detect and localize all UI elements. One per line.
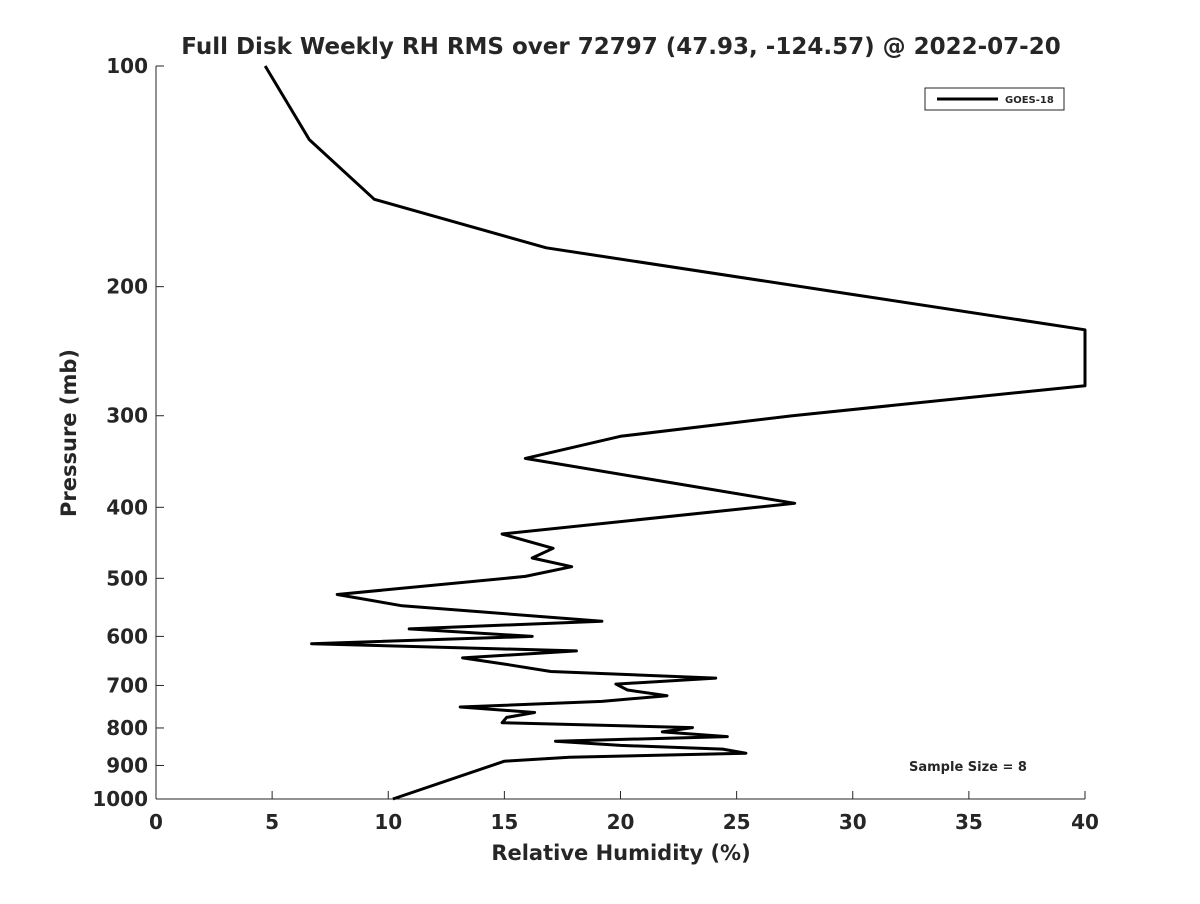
y-tick-label: 900: [106, 753, 148, 777]
y-tick-label: 800: [106, 716, 148, 740]
x-tick-label: 0: [149, 810, 163, 834]
legend-label-goes-18: GOES-18: [1005, 95, 1054, 106]
y-tick-label: 200: [106, 275, 148, 299]
x-tick-label: 10: [374, 810, 402, 834]
sample-size-annotation: Sample Size = 8: [909, 760, 1027, 775]
plot-area: 0 5 10 15 20 25 30 35 40 100 200 300 400 500 600 700 80…: [92, 54, 1099, 834]
series-layer: [263, 65, 1087, 801]
x-tick-label: 5: [265, 810, 279, 834]
x-tick-label: 40: [1071, 810, 1099, 834]
y-axis-label: Pressure (mb): [57, 349, 81, 517]
y-tick-label: 600: [106, 624, 148, 648]
y-tick-label: 1000: [92, 787, 148, 811]
x-axis-label: Relative Humidity (%): [491, 841, 750, 865]
x-tick-label: 35: [955, 810, 983, 834]
y-axis-ticks: 100 200 300 400 500 600 700 800 900 1000: [92, 54, 164, 811]
y-tick-label: 500: [106, 566, 148, 590]
x-axis-ticks: 0 5 10 15 20 25 30 35 40: [149, 791, 1099, 834]
chart-title: Full Disk Weekly RH RMS over 72797 (47.9…: [181, 34, 1060, 60]
x-tick-label: 15: [490, 810, 518, 834]
y-tick-label: 100: [106, 54, 148, 78]
x-tick-label: 25: [723, 810, 751, 834]
x-tick-label: 20: [607, 810, 635, 834]
legend: GOES-18: [924, 87, 1065, 111]
y-tick-label: 300: [106, 404, 148, 428]
y-tick-label: 700: [106, 673, 148, 697]
y-tick-label: 400: [106, 495, 148, 519]
series-line-goes-18: [263, 65, 1087, 801]
x-tick-label: 30: [839, 810, 867, 834]
